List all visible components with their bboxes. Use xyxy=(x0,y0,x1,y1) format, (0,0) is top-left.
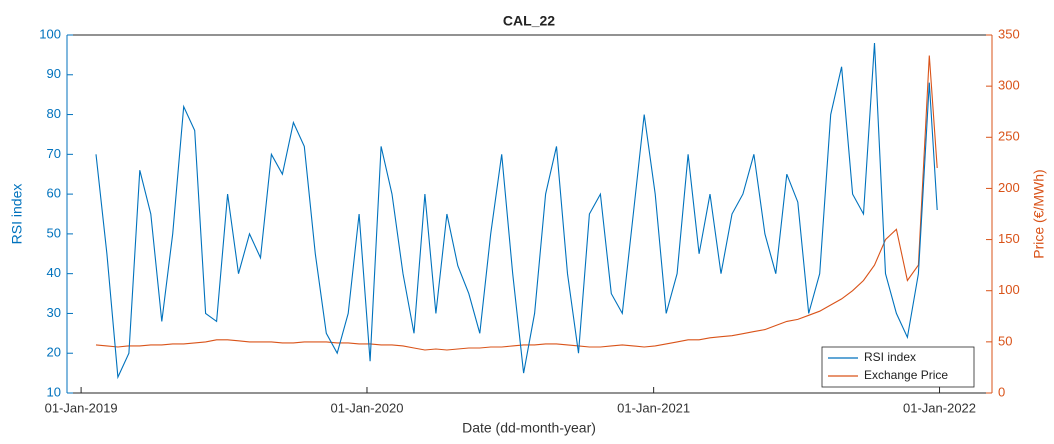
y-axis-label: RSI index xyxy=(9,184,25,245)
y2-tick-label: 50 xyxy=(998,333,1012,348)
y2-tick-label: 300 xyxy=(998,78,1020,93)
legend-box xyxy=(821,346,975,388)
y-tick-label: 100 xyxy=(39,26,61,41)
y-tick-label: 70 xyxy=(47,146,61,161)
y-tick-label: 20 xyxy=(47,345,61,360)
y-tick-label: 10 xyxy=(47,384,61,399)
legend: RSI index Exchange Price xyxy=(821,346,975,388)
y2-tick-label: 350 xyxy=(998,26,1020,41)
y2-tick-label: 250 xyxy=(998,129,1020,144)
y-tick-label: 40 xyxy=(47,265,61,280)
chart-title: CAL_22 xyxy=(503,13,555,29)
y-tick-label: 30 xyxy=(47,305,61,320)
y-tick-label: 80 xyxy=(47,106,61,121)
legend-label: Exchange Price xyxy=(864,368,948,382)
y2-tick-label: 200 xyxy=(998,180,1020,195)
y-tick-label: 60 xyxy=(47,186,61,201)
x-tick-label: 01-Jan-2021 xyxy=(617,400,690,415)
line-series xyxy=(95,42,938,380)
y2-tick-label: 0 xyxy=(998,384,1005,399)
x-axis-label: Date (dd-month-year) xyxy=(462,420,596,436)
x-tick-label: 01-Jan-2019 xyxy=(45,400,118,415)
legend-label: RSI index xyxy=(864,350,916,364)
line-series xyxy=(95,55,938,351)
y2-tick-label: 150 xyxy=(998,231,1020,246)
y-tick-label: 90 xyxy=(47,66,61,81)
x-tick-label: 01-Jan-2020 xyxy=(330,400,403,415)
y-tick-label: 50 xyxy=(47,225,61,240)
y2-axis-label: Price (€/MWh) xyxy=(1031,169,1047,258)
x-tick-label: 01-Jan-2022 xyxy=(903,400,976,415)
y2-tick-label: 100 xyxy=(998,282,1020,297)
